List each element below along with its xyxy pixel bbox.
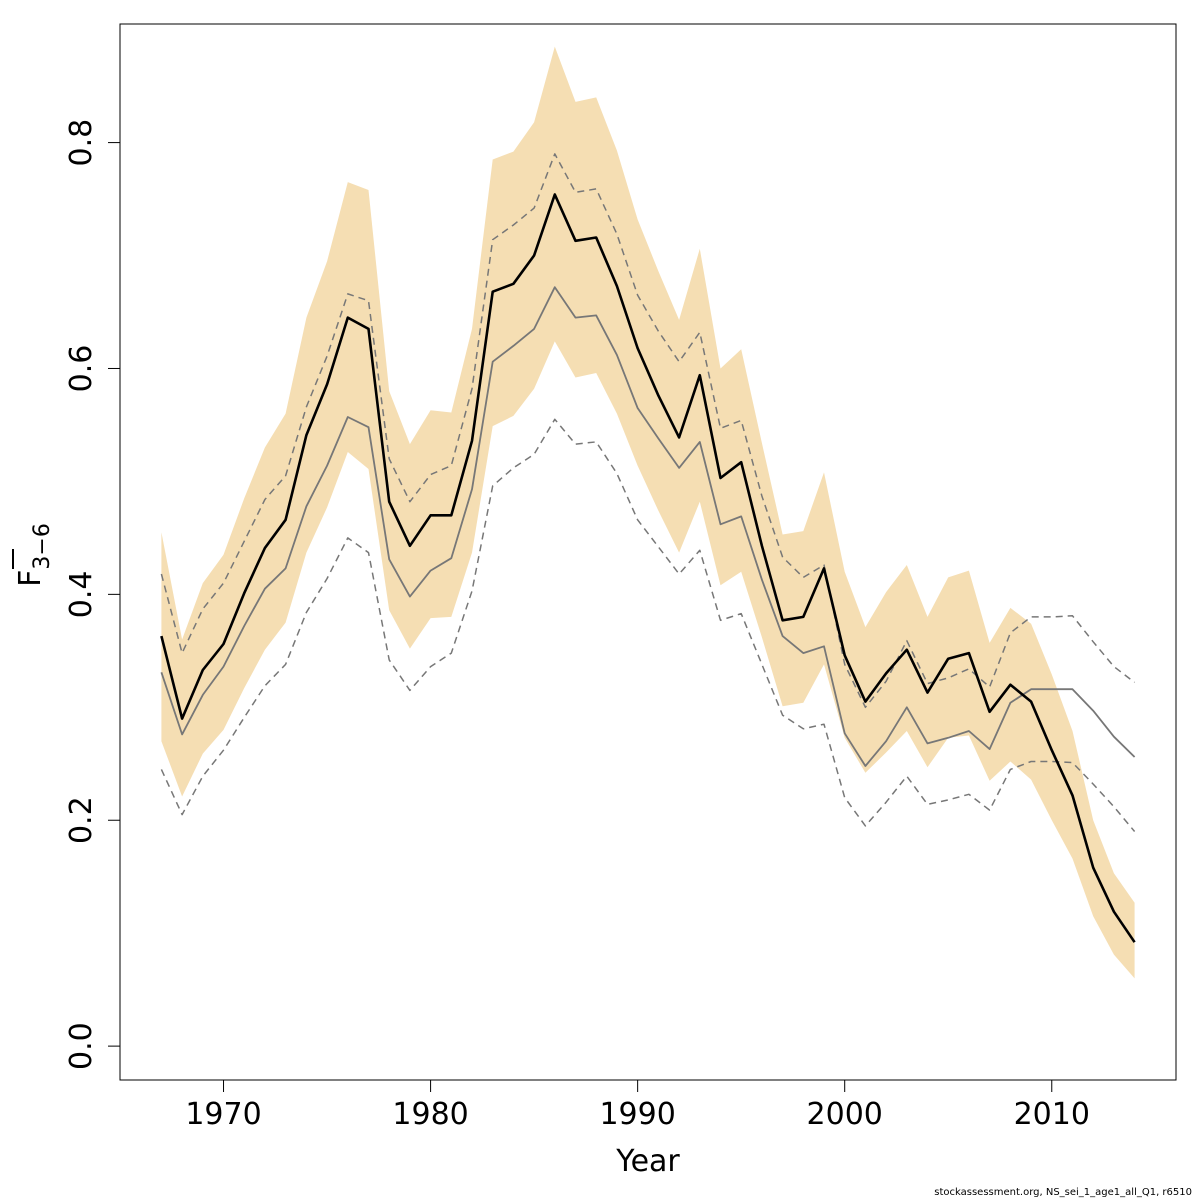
y-axis-ticks: 0.0 0.2 0.4 0.6 0.8 bbox=[64, 119, 120, 1070]
series-lines bbox=[160, 153, 1136, 943]
retro-lower-line bbox=[160, 418, 1136, 832]
estimate-line bbox=[160, 193, 1136, 943]
footer-note: stockassessment.org, NS_sei_1_age1_all_Q… bbox=[934, 1187, 1192, 1198]
retro-line bbox=[160, 286, 1136, 767]
x-tick-label: 1990 bbox=[599, 1097, 675, 1132]
x-axis-ticks: 1970 1980 1990 2000 2010 bbox=[185, 1080, 1090, 1132]
x-tick-label: 2010 bbox=[1014, 1097, 1090, 1132]
y-tick-label: 0.2 bbox=[64, 796, 99, 844]
x-axis-title: Year bbox=[615, 1144, 680, 1179]
svg-text:F3−6: F3−6 bbox=[13, 523, 55, 587]
x-tick-label: 2000 bbox=[807, 1097, 883, 1132]
y-axis-title-subscript: 3−6 bbox=[30, 523, 55, 569]
confidence-band bbox=[161, 46, 1135, 979]
y-tick-label: 0.4 bbox=[64, 571, 99, 619]
y-tick-label: 0.0 bbox=[64, 1022, 99, 1070]
y-axis-title-main: F bbox=[13, 570, 48, 587]
x-tick-label: 1970 bbox=[185, 1097, 261, 1132]
y-tick-label: 0.8 bbox=[64, 119, 99, 167]
retro-upper-line bbox=[160, 153, 1136, 709]
y-tick-label: 0.6 bbox=[64, 345, 99, 393]
y-axis-title: F3−6 bbox=[12, 523, 55, 587]
x-tick-label: 1980 bbox=[392, 1097, 468, 1132]
